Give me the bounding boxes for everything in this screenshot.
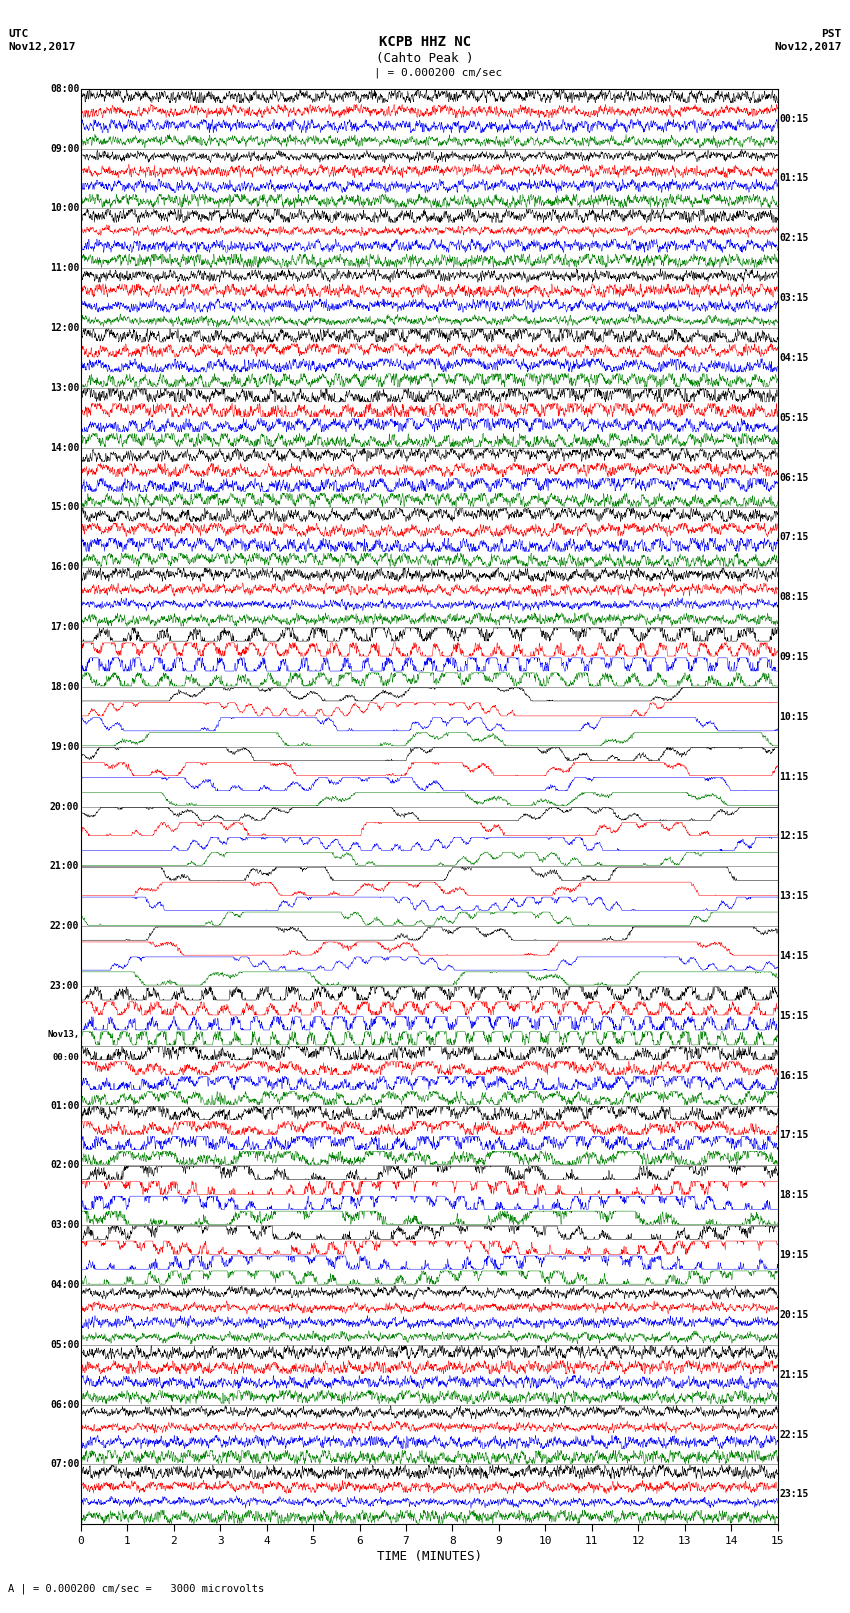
Text: 04:00: 04:00 bbox=[50, 1281, 79, 1290]
Text: 05:15: 05:15 bbox=[779, 413, 808, 423]
Text: 18:15: 18:15 bbox=[779, 1190, 808, 1200]
Text: 12:15: 12:15 bbox=[779, 831, 808, 842]
Text: 11:00: 11:00 bbox=[50, 263, 79, 273]
Text: 19:00: 19:00 bbox=[50, 742, 79, 752]
Text: 13:00: 13:00 bbox=[50, 382, 79, 394]
Text: 10:00: 10:00 bbox=[50, 203, 79, 213]
Text: 05:00: 05:00 bbox=[50, 1340, 79, 1350]
Text: 06:15: 06:15 bbox=[779, 473, 808, 482]
Text: 10:15: 10:15 bbox=[779, 711, 808, 721]
Text: 14:00: 14:00 bbox=[50, 442, 79, 453]
Text: 23:15: 23:15 bbox=[779, 1489, 808, 1500]
Text: 19:15: 19:15 bbox=[779, 1250, 808, 1260]
Text: 22:00: 22:00 bbox=[50, 921, 79, 931]
Text: 00:15: 00:15 bbox=[779, 113, 808, 124]
Text: 02:15: 02:15 bbox=[779, 234, 808, 244]
Text: 21:00: 21:00 bbox=[50, 861, 79, 871]
Text: 12:00: 12:00 bbox=[50, 323, 79, 332]
Text: 02:00: 02:00 bbox=[50, 1160, 79, 1171]
Text: 00:00: 00:00 bbox=[53, 1053, 79, 1061]
Text: 13:15: 13:15 bbox=[779, 892, 808, 902]
Text: 08:15: 08:15 bbox=[779, 592, 808, 602]
Text: 16:15: 16:15 bbox=[779, 1071, 808, 1081]
Text: 17:15: 17:15 bbox=[779, 1131, 808, 1140]
Text: 09:00: 09:00 bbox=[50, 144, 79, 153]
Text: 20:15: 20:15 bbox=[779, 1310, 808, 1319]
Text: 04:15: 04:15 bbox=[779, 353, 808, 363]
Text: 01:00: 01:00 bbox=[50, 1100, 79, 1111]
Text: 03:00: 03:00 bbox=[50, 1219, 79, 1231]
Text: 15:15: 15:15 bbox=[779, 1011, 808, 1021]
Text: 01:15: 01:15 bbox=[779, 174, 808, 184]
Text: (Cahto Peak ): (Cahto Peak ) bbox=[377, 52, 473, 65]
Text: 23:00: 23:00 bbox=[50, 981, 79, 990]
Text: 09:15: 09:15 bbox=[779, 652, 808, 661]
Text: Nov12,2017: Nov12,2017 bbox=[774, 42, 842, 52]
Text: 06:00: 06:00 bbox=[50, 1400, 79, 1410]
Text: 07:15: 07:15 bbox=[779, 532, 808, 542]
Text: 03:15: 03:15 bbox=[779, 294, 808, 303]
Text: PST: PST bbox=[821, 29, 842, 39]
Text: 07:00: 07:00 bbox=[50, 1460, 79, 1469]
Text: 11:15: 11:15 bbox=[779, 771, 808, 782]
Text: 17:00: 17:00 bbox=[50, 623, 79, 632]
Text: 22:15: 22:15 bbox=[779, 1429, 808, 1439]
Text: Nov12,2017: Nov12,2017 bbox=[8, 42, 76, 52]
Text: Nov13,: Nov13, bbox=[47, 1029, 79, 1039]
Text: 15:00: 15:00 bbox=[50, 502, 79, 513]
Text: 18:00: 18:00 bbox=[50, 682, 79, 692]
Text: 16:00: 16:00 bbox=[50, 563, 79, 573]
Text: | = 0.000200 cm/sec: | = 0.000200 cm/sec bbox=[374, 68, 502, 79]
Text: 20:00: 20:00 bbox=[50, 802, 79, 811]
Text: 14:15: 14:15 bbox=[779, 952, 808, 961]
Text: 21:15: 21:15 bbox=[779, 1369, 808, 1379]
Text: UTC: UTC bbox=[8, 29, 29, 39]
Text: 08:00: 08:00 bbox=[50, 84, 79, 94]
Text: A | = 0.000200 cm/sec =   3000 microvolts: A | = 0.000200 cm/sec = 3000 microvolts bbox=[8, 1582, 264, 1594]
Text: KCPB HHZ NC: KCPB HHZ NC bbox=[379, 35, 471, 50]
X-axis label: TIME (MINUTES): TIME (MINUTES) bbox=[377, 1550, 482, 1563]
